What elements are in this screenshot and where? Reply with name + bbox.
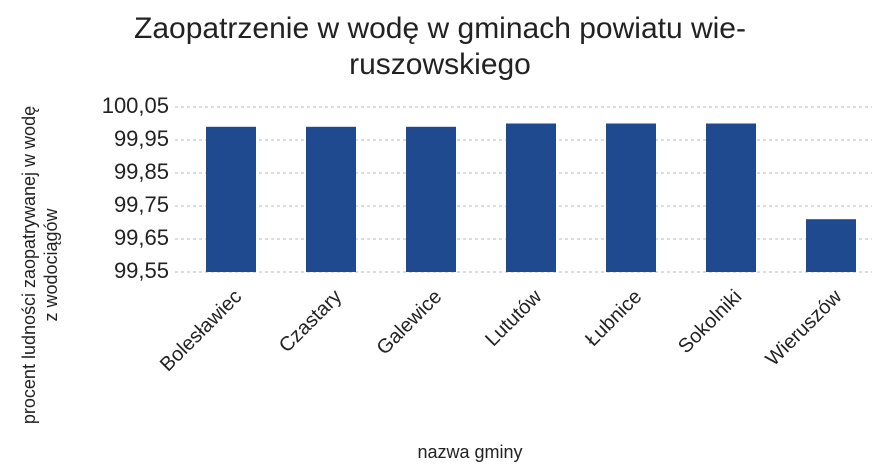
- y-tick-label: 99,95: [114, 126, 169, 151]
- x-tick-label: Czastary: [275, 286, 346, 357]
- y-tick-label: 99,75: [114, 192, 169, 217]
- y-tick-label: 99,65: [114, 225, 169, 250]
- x-tick-label: Sokolniki: [674, 286, 746, 358]
- bar: [406, 126, 456, 272]
- bar: [206, 126, 256, 272]
- x-tick-label: Wieruszów: [762, 285, 847, 370]
- y-axis-label: procent ludności zaopatrywanej w wodę: [19, 106, 39, 424]
- chart-title: Zaopatrzenie w wodę w gminach powiatu wi…: [134, 12, 746, 45]
- bar: [606, 123, 656, 272]
- x-axis-label: nazwa gminy: [417, 442, 522, 462]
- y-tick-label: 99,55: [114, 258, 169, 283]
- x-tick-label: Łubnice: [581, 286, 646, 351]
- bar: [806, 219, 856, 272]
- y-tick-label: 100,05: [102, 93, 169, 118]
- x-tick-label: Bolesławiec: [156, 286, 246, 376]
- bar: [306, 126, 356, 272]
- y-axis-label: z wodociągów: [41, 207, 61, 321]
- bar: [706, 123, 756, 272]
- chart-title: ruszowskiego: [349, 48, 531, 81]
- y-tick-label: 99,85: [114, 159, 169, 184]
- bar: [506, 123, 556, 272]
- x-tick-label: Lututów: [481, 285, 546, 350]
- x-tick-label: Galewice: [373, 286, 447, 360]
